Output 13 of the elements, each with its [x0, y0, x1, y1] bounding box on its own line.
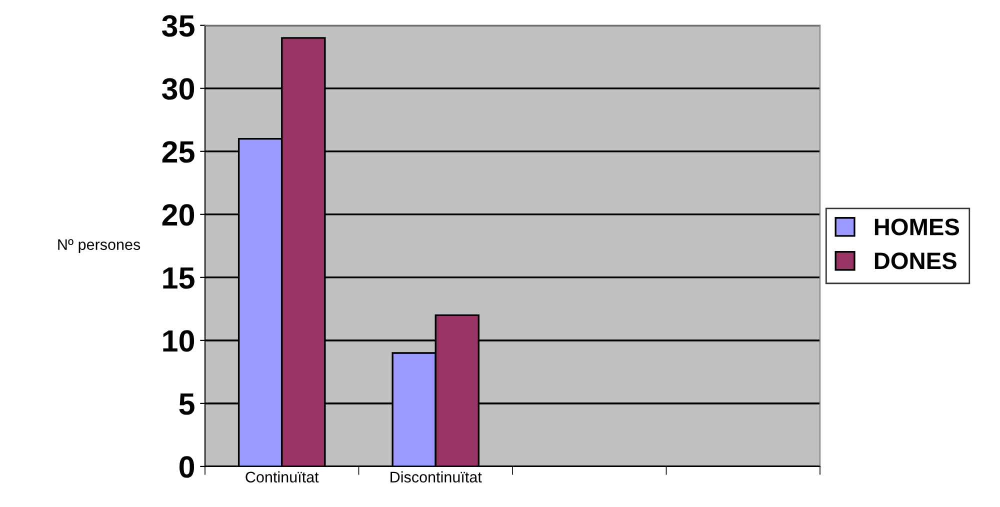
legend-label: HOMES [874, 218, 960, 236]
y-tick-label: 35 [162, 15, 194, 37]
x-tick-label: Discontinuïtat [390, 471, 482, 483]
y-tick-label: 0 [179, 456, 194, 478]
y-axis-title: Nº persones [58, 239, 140, 254]
legend-label: DONES [874, 252, 956, 270]
y-tick-label: 15 [163, 267, 194, 289]
y-tick-label: 5 [179, 393, 194, 415]
y-tick-label: 30 [162, 78, 194, 100]
x-tick-label: Continuïtat [246, 471, 319, 483]
y-tick-label: 10 [163, 330, 194, 352]
y-tick-label: 20 [162, 204, 194, 226]
y-tick-label: 25 [162, 141, 194, 163]
